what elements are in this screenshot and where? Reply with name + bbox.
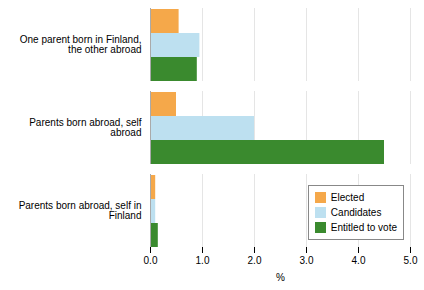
- svg-text:Parents born abroad, selfabroa: Parents born abroad, selfabroad: [29, 117, 142, 138]
- svg-text:2.0: 2.0: [248, 255, 262, 266]
- html-text:Candidates: Candidates: [330, 207, 382, 218]
- svg-text:Parents born abroad, self inFi: Parents born abroad, self inFinland: [19, 200, 142, 221]
- svg-text:4.0: 4.0: [352, 255, 366, 266]
- svg-text:3.0: 3.0: [300, 255, 314, 266]
- svg-text:One parent born in Finland,the: One parent born in Finland,the other abr…: [20, 34, 142, 55]
- html-text:Entitled to vote: Entitled to vote: [330, 222, 397, 233]
- svg-text:0.0: 0.0: [144, 255, 158, 266]
- html-text:Elected: Elected: [330, 192, 365, 203]
- svg-text:5.0: 5.0: [404, 255, 418, 266]
- svg-text:1.0: 1.0: [196, 255, 210, 266]
- svg-text:%: %: [276, 272, 285, 283]
